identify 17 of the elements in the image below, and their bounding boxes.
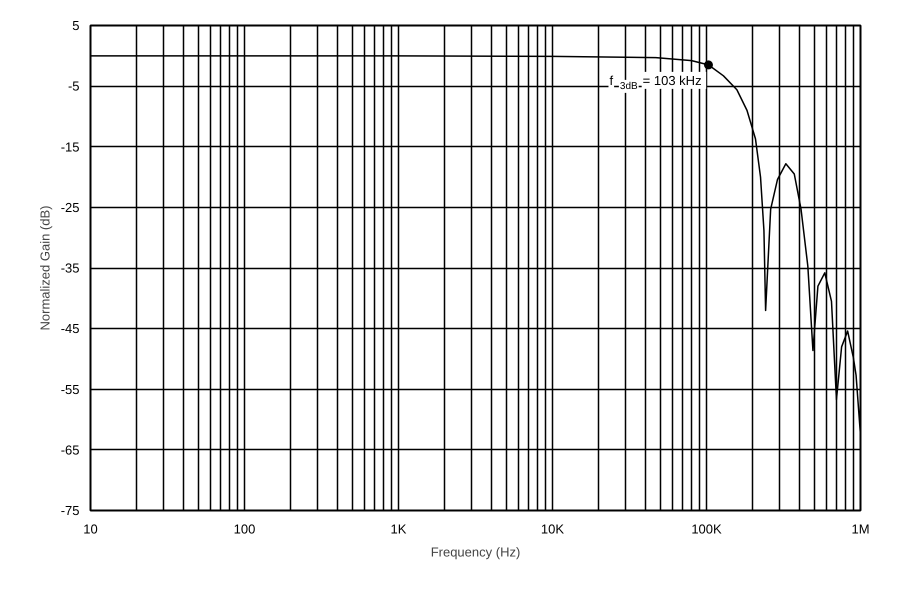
y-axis-title: Normalized Gain (dB) — [38, 205, 53, 330]
y-tick-label: -55 — [60, 382, 80, 397]
y-tick-label: -75 — [60, 503, 80, 518]
y-tick-label: -25 — [60, 200, 80, 215]
x-axis-title: Frequency (Hz) — [430, 544, 520, 560]
x-tick-label: 100 — [234, 522, 256, 536]
y-tick-label: -65 — [60, 442, 80, 458]
y-tick-label: -5 — [68, 78, 80, 94]
y-tick-label: -35 — [60, 260, 80, 276]
x-tick-label: 1K — [390, 522, 407, 536]
y-tick-label: -15 — [60, 139, 80, 154]
y-tick-label: -45 — [60, 321, 80, 336]
y-tick-label: 5 — [72, 18, 80, 33]
x-tick-label: 100K — [691, 522, 722, 536]
x-tick-label: 10K — [540, 522, 564, 536]
x-tick-label: 1M — [851, 522, 870, 536]
x-tick-label: 10 — [83, 522, 98, 536]
